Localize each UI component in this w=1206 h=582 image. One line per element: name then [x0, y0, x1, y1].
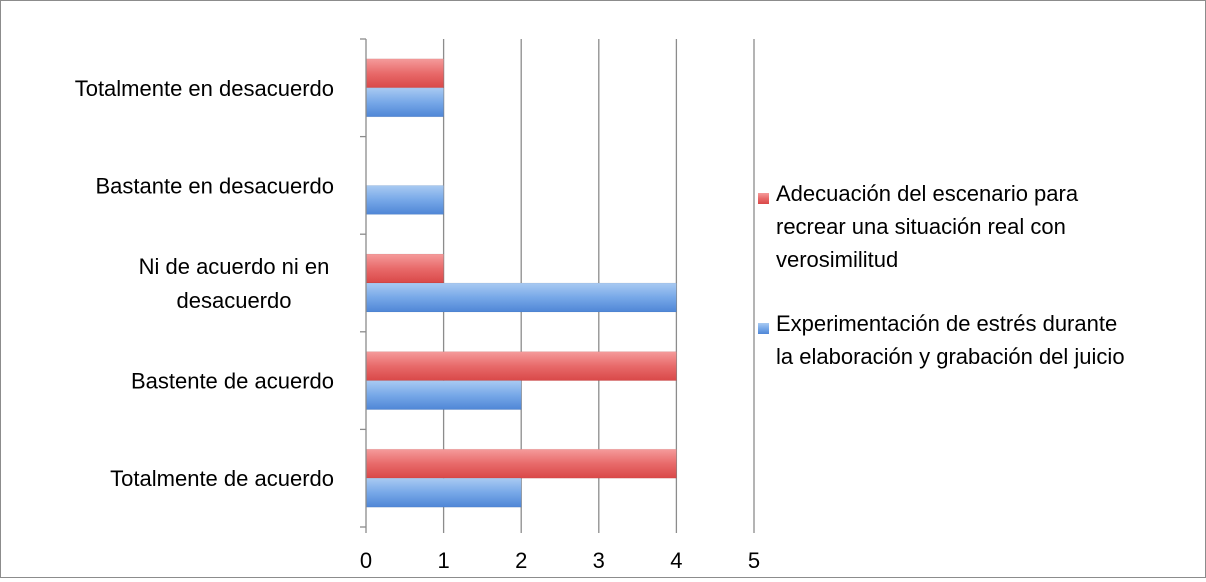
legend-swatch-1: [758, 323, 769, 334]
legend-label-line: recrear una situación real con: [776, 214, 1066, 239]
bar-adecuacion-3: [365, 351, 677, 381]
x-tick-label: 1: [437, 548, 449, 573]
bar-estres-3: [365, 380, 522, 410]
bar-layer: [365, 58, 677, 508]
x-tick-label: 0: [360, 548, 372, 573]
bar-estres-0: [365, 87, 444, 118]
legend-label-line: verosimilitud: [776, 247, 898, 272]
x-tick-label: 5: [748, 548, 760, 573]
legend-label-line: Experimentación de estrés durante: [776, 311, 1117, 336]
category-label: Totalmente de acuerdo: [110, 466, 334, 491]
category-label: Totalmente en desacuerdo: [75, 76, 334, 101]
legend-label: Adecuación del escenario para recrear una…: [776, 181, 1079, 272]
category-label-line: Bastante en desacuerdo: [95, 173, 334, 198]
axis-layer: [360, 38, 755, 533]
label-layer: Totalmente en desacuerdo Bastante en desa…: [75, 76, 760, 573]
legend: Adecuación del escenario para recrear una…: [758, 181, 1125, 369]
bar-estres-2: [365, 282, 677, 313]
bar-adecuacion-2: [365, 253, 444, 284]
bar-adecuacion-0: [365, 58, 444, 89]
category-label-line: Ni de acuerdo ni en: [139, 254, 330, 279]
legend-label-line: la elaboración y grabación del juicio: [776, 344, 1125, 369]
x-tick-label: 4: [670, 548, 682, 573]
bar-estres-4: [365, 477, 522, 508]
category-label: Bastente de acuerdo: [131, 369, 334, 394]
x-tick-label: 3: [593, 548, 605, 573]
category-label-line: Bastente de acuerdo: [131, 369, 334, 394]
category-label: Ni de acuerdo ni en desacuerdo: [139, 254, 330, 313]
category-label-line: Totalmente en desacuerdo: [75, 76, 334, 101]
legend-label-line: Adecuación del escenario para: [776, 181, 1079, 206]
bar-estres-1: [365, 185, 444, 215]
category-label: Bastante en desacuerdo: [95, 173, 334, 198]
bar-adecuacion-4: [365, 448, 677, 479]
category-label-line: desacuerdo: [177, 288, 292, 313]
legend-label: Experimentación de estrés durante la elab…: [776, 311, 1125, 369]
legend-swatch-0: [758, 193, 769, 204]
category-label-line: Totalmente de acuerdo: [110, 466, 334, 491]
x-tick-label: 2: [515, 548, 527, 573]
